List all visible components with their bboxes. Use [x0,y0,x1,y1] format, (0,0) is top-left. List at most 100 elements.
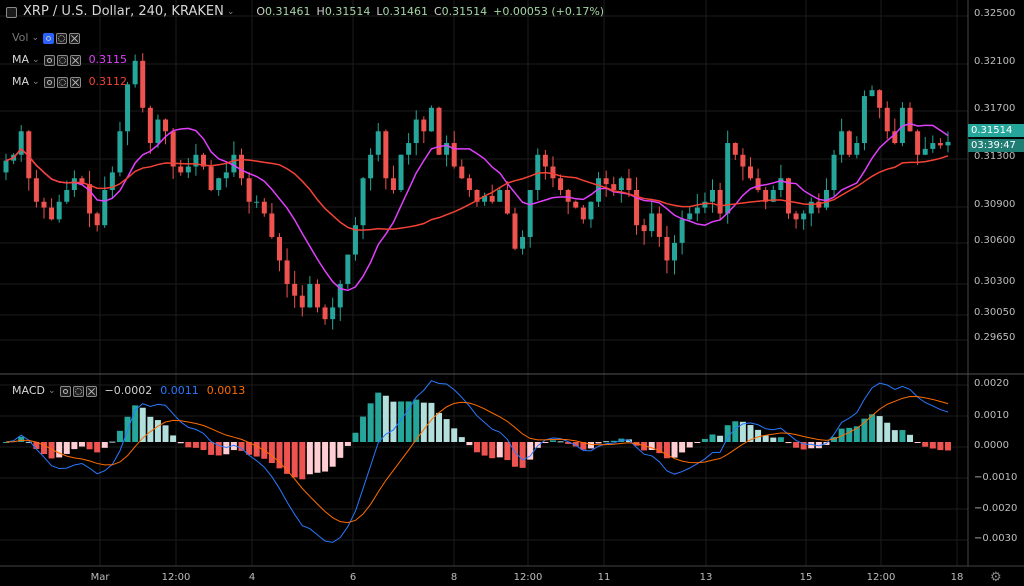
macd-legend[interactable]: MACD ⌄ −0.0002 0.0011 0.0013 [12,384,245,397]
macd-histogram-bar [360,416,367,442]
candle-body [314,283,320,308]
macd-histogram-bar [139,407,146,442]
eye-icon[interactable] [59,386,71,397]
macd-histogram-bar [413,399,420,442]
time-tick: 6 [349,572,357,583]
candle-body [125,84,131,132]
macd-histogram-bar [739,421,746,442]
macd-histogram-bar [732,421,739,442]
candle-body [178,166,184,173]
candle-body [299,295,305,308]
high-label: H [316,5,325,18]
macd-histogram-bar [534,442,541,448]
macd-histogram-bar [793,442,800,448]
candle-body [276,236,282,261]
macd-histogram-bar [929,442,936,449]
close-icon[interactable] [85,386,97,397]
gear-icon[interactable] [56,33,68,44]
macd-histogram-bar [694,442,701,443]
macd-histogram-bar [147,416,154,442]
candle-body [292,283,298,296]
macd-histogram-bar [322,442,329,472]
chevron-down-icon[interactable]: ⌄ [32,54,40,65]
macd-histogram-bar [177,442,184,444]
macd-histogram-bar [443,419,450,442]
macd-histogram-bar [876,416,883,442]
ma-fast-legend[interactable]: MA ⌄ 0.3115 [12,53,127,66]
time-tick: 12:00 [513,572,543,583]
candle-body [694,207,700,214]
candle-body [945,141,951,146]
candle-body [816,201,822,208]
collapse-icon[interactable] [6,7,17,18]
eye-icon[interactable] [43,55,55,66]
macd-histogram-bar [253,442,260,457]
macd-histogram-bar [724,425,731,442]
macd-tick: −0.0030 [974,533,1018,544]
macd-histogram-bar [648,442,655,451]
close-icon[interactable] [69,77,81,88]
macd-histogram-bar [770,437,777,442]
macd-histogram-bar [375,392,382,442]
symbol-title[interactable]: XRP / U.S. Dollar, 240, KRAKEN [23,4,224,19]
candle-body [596,178,602,202]
candle-body [147,107,153,144]
macd-histogram-bar [94,442,101,453]
close-icon[interactable] [69,33,81,44]
macd-histogram-bar [755,429,762,442]
chevron-down-icon[interactable]: ⌄ [226,6,235,17]
time-tick: 12:00 [866,572,896,583]
macd-histogram-bar [268,442,275,464]
candle-body [368,154,374,179]
close-icon[interactable] [69,55,81,66]
macd-histogram-bar [785,442,792,444]
macd-histogram-bar [466,442,473,446]
last-price-tag: 0.31514 [968,124,1024,137]
chevron-down-icon[interactable]: ⌄ [31,32,40,43]
chevron-down-icon[interactable]: ⌄ [32,76,40,87]
macd-histogram-bar [937,442,944,451]
macd-histogram-bar [329,442,336,467]
high-value: 0.31514 [324,5,371,18]
macd-histogram-bar [291,442,298,478]
macd-histogram-bar [777,437,784,442]
macd-histogram-bar [382,395,389,442]
time-tick: 4 [248,572,256,583]
ma-slow-legend[interactable]: MA ⌄ 0.3112 [12,75,127,88]
gear-icon[interactable] [56,77,68,88]
candle-body [185,166,191,173]
candle-body [823,190,829,208]
gear-icon[interactable] [56,55,68,66]
candle-body [201,154,207,167]
price-tick: 0.29650 [974,332,1016,343]
candle-body [489,195,495,202]
eye-icon[interactable] [43,33,55,44]
candle-body [102,190,108,226]
candle-body [223,172,229,179]
macd-histogram-bar [922,442,929,447]
candle-body [550,166,556,179]
candle-body [482,195,488,202]
macd-histogram-bar [800,442,807,450]
macd-histogram-bar [398,401,405,442]
macd-histogram-bar [132,405,139,442]
eye-icon[interactable] [43,77,55,88]
vol-legend[interactable]: Vol ⌄ [12,31,82,44]
gear-icon[interactable] [72,386,84,397]
candle-body [261,201,267,214]
settings-gear-icon[interactable]: ⚙ [990,570,1002,585]
ma-fast-value: 0.3115 [88,53,128,66]
time-tick: 15 [799,572,813,583]
ma-fast-line [5,122,949,292]
price-tick: 0.31700 [974,103,1016,114]
candle-body [3,160,9,173]
macd-signal-value: 0.0013 [206,384,246,397]
candle-body [504,190,510,214]
candle-body [284,260,290,284]
candle-body [672,242,678,261]
chevron-down-icon[interactable]: ⌄ [47,385,56,396]
time-tick: Mar [90,572,110,583]
macd-histogram-bar [701,438,708,442]
macd-histogram-bar [200,442,207,450]
